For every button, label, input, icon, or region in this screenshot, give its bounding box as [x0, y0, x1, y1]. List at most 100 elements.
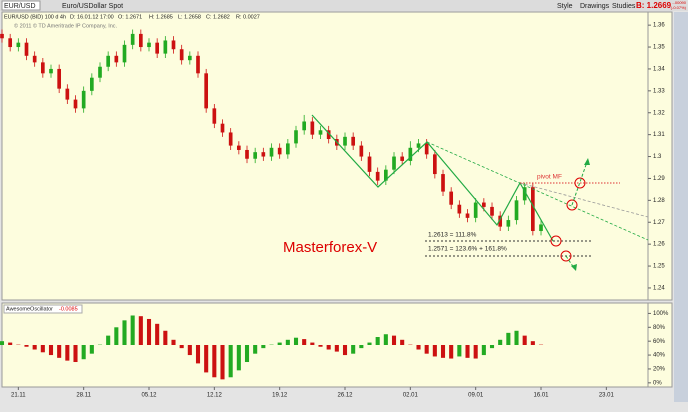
- osc-bar: [180, 345, 184, 348]
- x-tick-label: 02.01: [403, 393, 419, 399]
- info-close: C: 1.2682: [206, 14, 230, 20]
- candle-body: [482, 203, 486, 207]
- osc-bar: [433, 345, 437, 356]
- x-tick-label: 05.12: [141, 393, 157, 399]
- candle-body: [278, 148, 282, 155]
- candle-body: [417, 143, 421, 147]
- pivot-label: pivot MF: [537, 174, 562, 181]
- candle-body: [262, 152, 266, 156]
- osc-bar: [155, 324, 159, 345]
- osc-bar: [220, 345, 224, 379]
- price-panel: [2, 12, 648, 300]
- osc-bar: [73, 345, 77, 362]
- osc-bar: [506, 333, 510, 345]
- y-tick-label: 1.3: [653, 154, 662, 160]
- osc-bar: [514, 331, 518, 345]
- side-tabs[interactable]: [674, 12, 688, 402]
- osc-bar: [384, 334, 388, 345]
- style-button[interactable]: Style: [557, 3, 573, 10]
- x-tick-label: 28.11: [76, 393, 91, 399]
- change-pct: (-0.07%): [671, 5, 687, 10]
- osc-bar: [278, 343, 282, 345]
- candle-body: [286, 143, 290, 154]
- y-tick-label: 1.32: [653, 110, 665, 116]
- candle-body: [311, 122, 315, 135]
- copyright: © 2011 © TD Ameritrade IP Company, Inc.: [14, 22, 118, 29]
- osc-bar: [82, 345, 86, 359]
- info-date: D: 16.01.12 17:00: [70, 14, 114, 20]
- y-tick-label: 1.25: [653, 264, 665, 270]
- osc-bar: [286, 340, 290, 345]
- osc-bar: [90, 345, 94, 354]
- y-tick-label: 20%: [653, 367, 666, 373]
- candle-body: [106, 56, 110, 67]
- osc-bar: [41, 345, 45, 352]
- candle-body: [507, 220, 511, 227]
- candle-body: [164, 40, 168, 53]
- candle-body: [147, 43, 151, 47]
- x-tick-label: 26.12: [338, 393, 354, 399]
- candle-body: [139, 34, 143, 47]
- candle-body: [425, 143, 429, 154]
- osc-bar: [8, 343, 12, 345]
- y-tick-label: 1.28: [653, 198, 665, 204]
- osc-bar: [212, 345, 216, 377]
- studies-button[interactable]: Studies: [612, 3, 636, 10]
- osc-bar: [57, 345, 61, 358]
- candle-body: [302, 122, 306, 131]
- candle-body: [229, 132, 233, 145]
- osc-bar: [122, 320, 126, 345]
- candle-body: [123, 45, 127, 63]
- candle-body: [204, 73, 208, 108]
- candle-body: [57, 69, 61, 89]
- osc-bar: [474, 345, 478, 359]
- candle-body: [458, 205, 462, 214]
- level-label: 1.2571 = 123.6% + 161.8%: [428, 246, 507, 253]
- osc-bar: [131, 315, 135, 345]
- osc-bar: [457, 345, 461, 356]
- candle-body: [376, 172, 380, 181]
- osc-bar: [139, 316, 143, 345]
- candle-body: [539, 224, 543, 231]
- drawings-button[interactable]: Drawings: [580, 3, 610, 10]
- y-tick-label: 1.36: [653, 23, 665, 29]
- candle-body: [474, 203, 478, 218]
- osc-title: AwesomeOscillator: [6, 306, 53, 312]
- candle-body: [25, 43, 29, 56]
- candle-body: [319, 130, 323, 134]
- osc-bar: [204, 345, 208, 372]
- osc-bar: [490, 345, 494, 348]
- osc-bar: [261, 345, 265, 348]
- candle-body: [531, 187, 535, 231]
- osc-bar: [49, 345, 53, 355]
- candle-body: [155, 43, 159, 54]
- candle-body: [213, 108, 217, 123]
- candle-body: [392, 157, 396, 170]
- candle-body: [441, 174, 445, 192]
- osc-bar: [65, 345, 69, 361]
- osc-bar: [449, 345, 453, 359]
- y-tick-label: 60%: [653, 339, 666, 345]
- candle-body: [515, 200, 519, 220]
- bid: B: 1.2669: [636, 1, 672, 10]
- osc-bar: [416, 345, 420, 350]
- candle-body: [433, 154, 437, 174]
- candle-body: [294, 130, 298, 143]
- info-symbol: EUR/USD (BID) 100 d 4h: [4, 14, 66, 20]
- osc-bar: [465, 345, 469, 358]
- x-tick-label: 21.11: [11, 393, 26, 399]
- y-tick-label: 1.35: [653, 45, 665, 51]
- osc-bar: [253, 345, 257, 354]
- osc-bar: [33, 345, 37, 350]
- y-tick-label: 1.27: [653, 220, 665, 226]
- candle-body: [237, 146, 241, 150]
- candle-body: [114, 56, 118, 63]
- osc-bar: [482, 345, 486, 355]
- candle-body: [33, 56, 37, 63]
- osc-bar: [147, 319, 151, 345]
- osc-bar: [106, 336, 110, 345]
- osc-bar: [351, 345, 355, 354]
- symbol: EUR/USD: [4, 3, 36, 10]
- candle-body: [90, 78, 94, 91]
